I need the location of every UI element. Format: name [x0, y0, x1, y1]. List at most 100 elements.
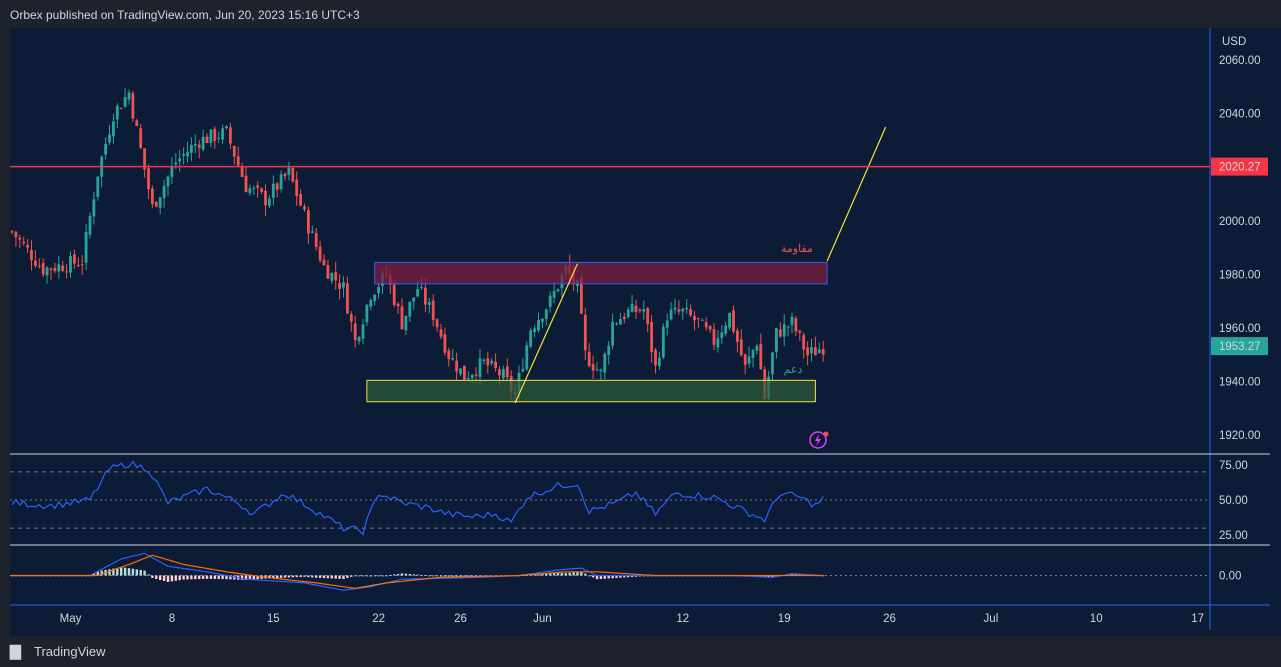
macd-histogram-bar: [229, 575, 232, 580]
macd-histogram-bar: [627, 575, 630, 578]
macd-histogram-bar: [162, 575, 166, 581]
candle-body: [751, 350, 755, 358]
candle-body: [806, 347, 809, 356]
last-price-badge: [1211, 337, 1268, 356]
candle-body: [310, 231, 314, 233]
candle-body: [349, 314, 353, 322]
candle-body: [642, 309, 646, 312]
candle-body: [30, 250, 33, 261]
candle-body: [724, 325, 728, 334]
candle-body: [123, 97, 127, 107]
candle-body: [505, 366, 509, 378]
macd-histogram-bar: [147, 574, 150, 576]
macd-histogram-bar: [420, 574, 423, 576]
macd-tick-label: 0.00: [1219, 571, 1241, 583]
chart-canvas[interactable]: USD2060.002040.002020.002000.001980.0019…: [0, 0, 1281, 636]
candle-body: [693, 315, 696, 321]
candle-body: [65, 271, 68, 273]
macd-histogram-bar: [552, 573, 556, 576]
macd-histogram-bar: [100, 570, 103, 576]
macd-histogram-bar: [790, 573, 794, 576]
macd-histogram-bar: [389, 574, 392, 576]
macd-histogram-bar: [549, 573, 552, 576]
macd-histogram-bar: [272, 575, 275, 579]
macd-histogram-bar: [96, 571, 99, 576]
candle-body: [424, 287, 427, 305]
candle-body: [26, 244, 29, 248]
time-tick-label: 26: [454, 613, 467, 625]
macd-histogram-bar: [385, 575, 388, 577]
candle-body: [69, 256, 72, 273]
macd-histogram-bar: [459, 575, 462, 577]
macd-histogram-bar: [190, 575, 193, 580]
price-tick-label: 1940.00: [1219, 377, 1261, 389]
candle-body: [490, 360, 494, 364]
last-price-label: 1953.27: [1219, 341, 1261, 353]
time-tick-label: 12: [676, 613, 689, 625]
candle-body: [143, 148, 146, 170]
candles-group: [10, 88, 825, 403]
macd-histogram-bar: [560, 573, 564, 576]
macd-histogram-bar: [295, 575, 298, 578]
candle-body: [201, 136, 205, 150]
macd-histogram-bar: [291, 575, 294, 578]
candle-body: [548, 295, 552, 307]
candle-body: [771, 352, 774, 375]
candle-body: [299, 194, 302, 206]
macd-histogram-bar: [131, 568, 135, 576]
macd-histogram-bar: [330, 575, 333, 579]
candle-body: [451, 358, 455, 360]
candle-body: [264, 190, 267, 206]
macd-histogram-bar: [178, 575, 181, 581]
macd-histogram-bar: [595, 575, 599, 580]
candle-body: [689, 309, 692, 316]
footer-bar: ▇ TradingView: [0, 636, 1281, 667]
macd-histogram-bar: [225, 575, 228, 580]
candle-body: [73, 254, 76, 264]
candle-body: [580, 277, 583, 314]
macd-histogram-bar: [338, 575, 341, 579]
candle-body: [431, 300, 435, 320]
candle-body: [447, 350, 451, 360]
candle-body: [521, 368, 525, 372]
rsi-tick-label: 25.00: [1219, 530, 1248, 542]
candle-body: [396, 303, 400, 307]
macd-histogram-bar: [209, 575, 213, 579]
macd-histogram-bar: [299, 575, 302, 577]
candle-body: [681, 308, 685, 312]
candle-body: [147, 168, 150, 190]
macd-histogram-bar: [455, 575, 458, 577]
candle-body: [18, 237, 22, 240]
macd-histogram-bar: [599, 575, 603, 579]
candle-body: [112, 121, 115, 137]
macd-histogram-bar: [408, 573, 411, 576]
candle-body: [416, 289, 419, 297]
candle-body: [88, 216, 92, 235]
macd-histogram-bar: [139, 569, 142, 576]
price-tick-label: 1960.00: [1219, 323, 1261, 335]
candle-body: [529, 330, 533, 347]
candle-body: [755, 345, 759, 351]
macd-histogram-bar: [287, 575, 291, 578]
candle-body: [61, 265, 65, 271]
candle-body: [537, 319, 540, 331]
candle-body: [22, 241, 26, 244]
candle-body: [170, 166, 174, 177]
candle-body: [131, 93, 135, 119]
candle-body: [361, 324, 365, 339]
lightning-alert-icon[interactable]: [809, 431, 829, 449]
candle-body: [728, 312, 731, 328]
macd-histogram-bar: [416, 574, 419, 576]
candle-body: [603, 353, 607, 373]
candle-body: [404, 315, 408, 331]
currency-label: USD: [1222, 36, 1246, 48]
macd-histogram-bar: [346, 575, 349, 578]
candle-body: [53, 267, 57, 271]
candle-body: [790, 316, 794, 325]
candle-body: [720, 332, 724, 339]
candle-body: [611, 321, 614, 346]
candle-body: [630, 303, 634, 312]
candle-body: [193, 144, 197, 146]
time-tick-label: May: [60, 613, 82, 625]
candle-body: [778, 329, 782, 337]
